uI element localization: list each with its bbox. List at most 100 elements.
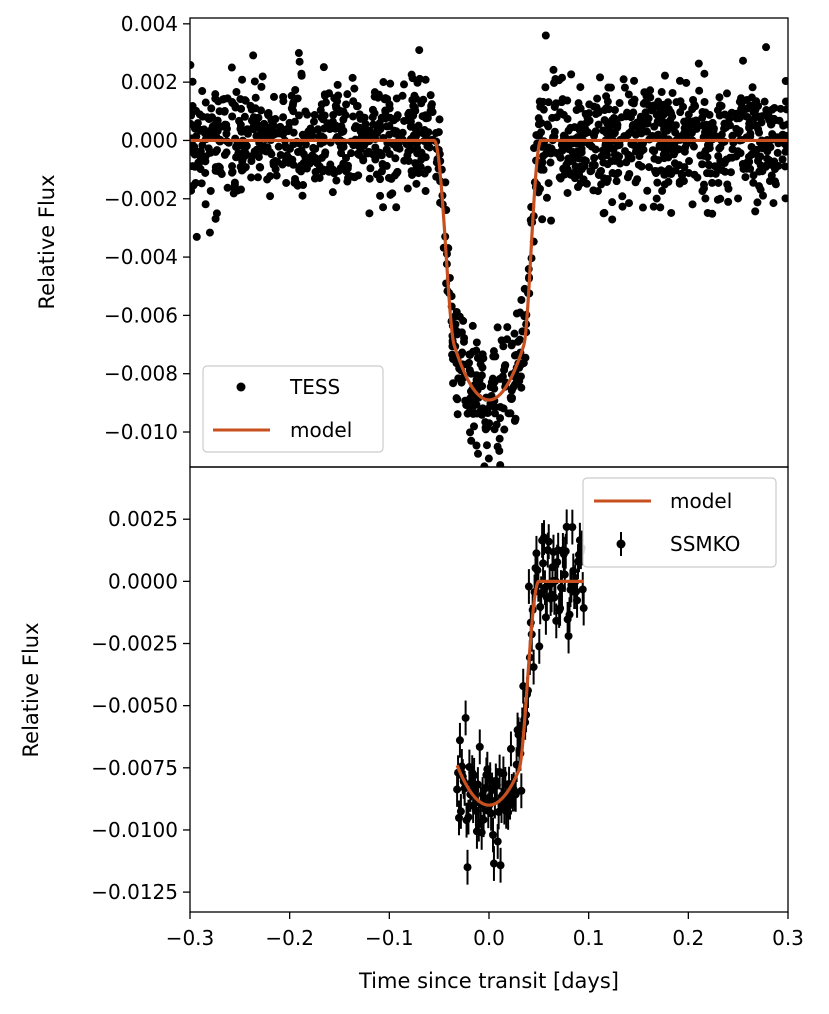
tess-point — [251, 93, 260, 102]
tess-point — [745, 101, 754, 110]
tess-point — [496, 461, 505, 467]
tess-point — [292, 178, 301, 187]
tess-point — [689, 120, 698, 129]
tess-point — [295, 57, 304, 66]
tess-point — [410, 103, 419, 112]
tess-point — [734, 194, 743, 203]
tess-point — [610, 106, 619, 115]
tess-point — [390, 171, 399, 180]
tess-point — [748, 121, 757, 130]
tess-point — [331, 121, 340, 130]
tess-point — [386, 79, 395, 88]
tess-point — [266, 192, 275, 201]
ssmko-point — [511, 790, 520, 799]
tess-point — [381, 108, 390, 117]
tess-point — [249, 51, 258, 60]
tess-point — [379, 203, 388, 212]
tess-point — [590, 153, 599, 162]
ssmko-point — [496, 861, 505, 870]
tess-point — [373, 127, 382, 136]
ssmko-point — [529, 663, 538, 672]
tess-point — [207, 104, 216, 113]
tess-point — [631, 130, 640, 139]
tess-point — [698, 187, 707, 196]
tess-point — [421, 75, 430, 84]
tess-point — [499, 342, 508, 351]
top-model-legend-label: model — [290, 418, 352, 442]
tess-point — [507, 341, 516, 350]
tess-data-points — [190, 31, 788, 467]
tess-point — [749, 171, 758, 180]
ssmko-point — [573, 596, 582, 605]
tess-point — [355, 110, 364, 119]
tess-point — [491, 352, 500, 361]
ssmko-point — [560, 570, 569, 579]
tess-point — [689, 142, 698, 151]
tess-point — [228, 98, 237, 107]
tess-point — [741, 173, 750, 182]
tess-point — [596, 73, 605, 82]
tess-point — [382, 122, 391, 131]
tess-point — [432, 172, 441, 181]
tess-point — [751, 207, 760, 216]
tess-point — [228, 167, 237, 176]
tess-point — [703, 141, 712, 150]
tess-point — [493, 323, 502, 332]
tess-point — [714, 178, 723, 187]
tess-point — [684, 110, 693, 119]
bottom-ytick-label: −0.0125 — [91, 880, 178, 904]
tess-point — [680, 124, 689, 133]
tess-point — [752, 111, 761, 120]
tess-point — [465, 366, 474, 375]
tess-point — [314, 125, 323, 134]
tess-point — [258, 72, 267, 81]
ssmko-point — [455, 736, 464, 745]
tess-point — [546, 158, 555, 167]
tess-point — [652, 194, 661, 203]
tess-point — [567, 70, 576, 79]
tess-point — [742, 164, 751, 173]
tess-point — [685, 157, 694, 166]
tess-point — [597, 180, 606, 189]
tess-point — [241, 163, 250, 172]
tess-point — [490, 425, 499, 434]
tess-point — [410, 91, 419, 100]
tess-point — [472, 375, 481, 384]
tess-point — [391, 154, 400, 163]
tess-point — [680, 145, 689, 154]
tess-point — [495, 434, 504, 443]
tess-point — [279, 113, 288, 122]
tess-point — [691, 102, 700, 111]
tess-point — [659, 150, 668, 159]
tess-point — [246, 101, 255, 110]
tess-point — [234, 141, 243, 150]
tess-point — [238, 75, 247, 84]
tess-point — [587, 142, 596, 151]
tess-point — [228, 112, 237, 121]
top-y-axis-label: Relative Flux — [35, 174, 59, 309]
ssmko-point — [565, 610, 574, 619]
tess-point — [580, 162, 589, 171]
ssmko-model-curve — [455, 579, 585, 807]
tess-point — [728, 145, 737, 154]
tess-point — [366, 164, 375, 173]
tess-point — [332, 176, 341, 185]
tess-point — [413, 168, 422, 177]
xtick-label: −0.2 — [265, 926, 314, 950]
tess-point — [423, 142, 432, 151]
tess-point — [294, 49, 303, 58]
ssmko-point — [544, 537, 553, 546]
tess-point — [306, 124, 315, 133]
tess-point — [778, 155, 787, 164]
tess-point — [232, 87, 241, 96]
tess-point — [599, 158, 608, 167]
tess-point — [206, 186, 215, 195]
tess-point — [350, 84, 359, 93]
tess-point — [480, 462, 489, 467]
tess-point — [735, 126, 744, 135]
tess-point — [498, 372, 507, 381]
tess-point — [272, 171, 281, 180]
tess-point — [333, 80, 342, 89]
tess-point — [735, 114, 744, 123]
tess-point — [726, 168, 735, 177]
